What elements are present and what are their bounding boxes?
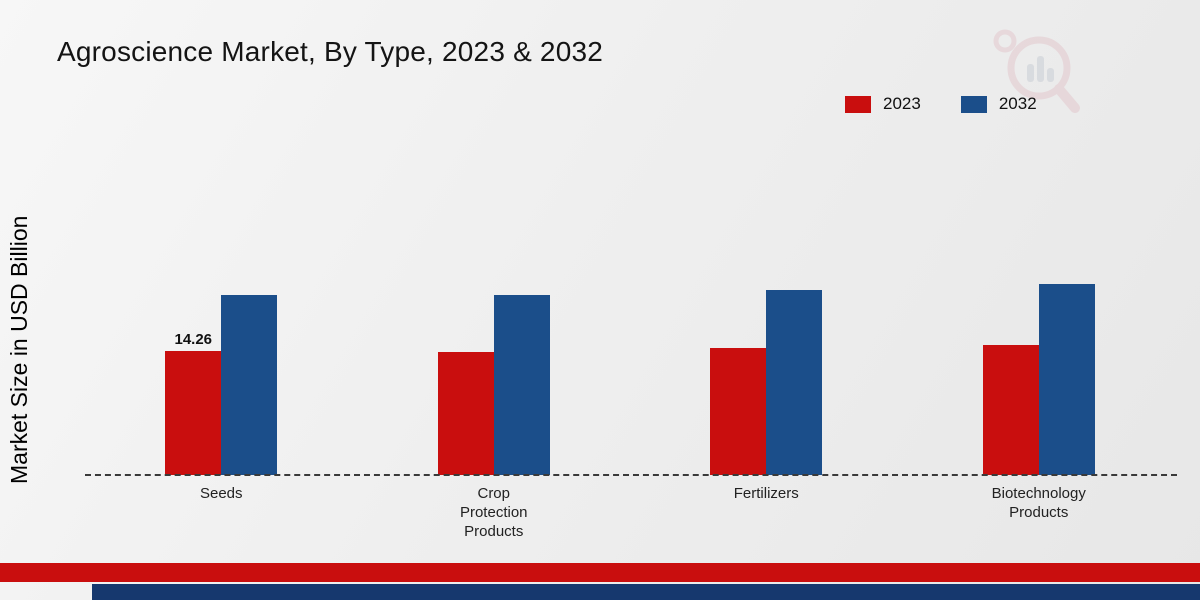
legend: 2023 2032 [845,94,1037,114]
bar-2023-seeds: 14.26 [165,331,222,475]
category-label-cell-fertilizers: Fertilizers [630,484,903,542]
bar-2023-fertilizers [710,348,767,475]
y-axis-label: Market Size in USD Billion [6,215,32,485]
bar-2032-seeds [221,294,278,475]
category-labels-row: Seeds Crop Protection Products Fertilizers… [85,484,1175,542]
category-label-crop-protection-products: Crop Protection Products [459,485,528,541]
category-label-cell-crop-protection-products: Crop Protection Products [358,484,631,542]
category-label-cell-seeds: Seeds [85,484,358,542]
category-label-cell-biotechnology-products: Biotechnology Products [903,484,1176,542]
category-label-seeds: Seeds [199,485,243,502]
brand-watermark-logo [993,29,1080,113]
bar-value-label-seeds: 14.26 [174,330,213,348]
legend-swatch-2032 [960,95,987,113]
plot-area: 14.26 [85,0,1175,475]
bar-2023-crop-protection-products [437,352,494,475]
bar-2023-biotechnology-products [982,344,1039,475]
legend-label-2023: 2023 [883,94,921,113]
legend-item-2032: 2032 [960,94,1037,114]
bar-groups: 14.26 [85,283,1176,475]
footer-stripe-red [0,563,1200,582]
footer-stripe-blue [92,584,1200,600]
bar-group-crop-protection-products [358,284,631,475]
legend-item-2023: 2023 [845,94,921,114]
bar-2032-biotechnology-products [1038,283,1095,475]
bar-2032-crop-protection-products [493,294,550,475]
bar-group-fertilizers [630,284,903,475]
legend-swatch-2023 [845,95,871,113]
chart-title: Agroscience Market, By Type, 2023 & 2032 [57,36,604,67]
x-axis-baseline [85,474,1177,476]
bar-group-biotechnology-products [903,283,1176,475]
category-label-biotechnology-products: Biotechnology Products [991,485,1086,522]
legend-label-2032: 2032 [998,94,1037,113]
bar-group-seeds: 14.26 [85,284,358,475]
category-label-fertilizers: Fertilizers [733,485,799,502]
bar-2032-fertilizers [766,289,823,475]
